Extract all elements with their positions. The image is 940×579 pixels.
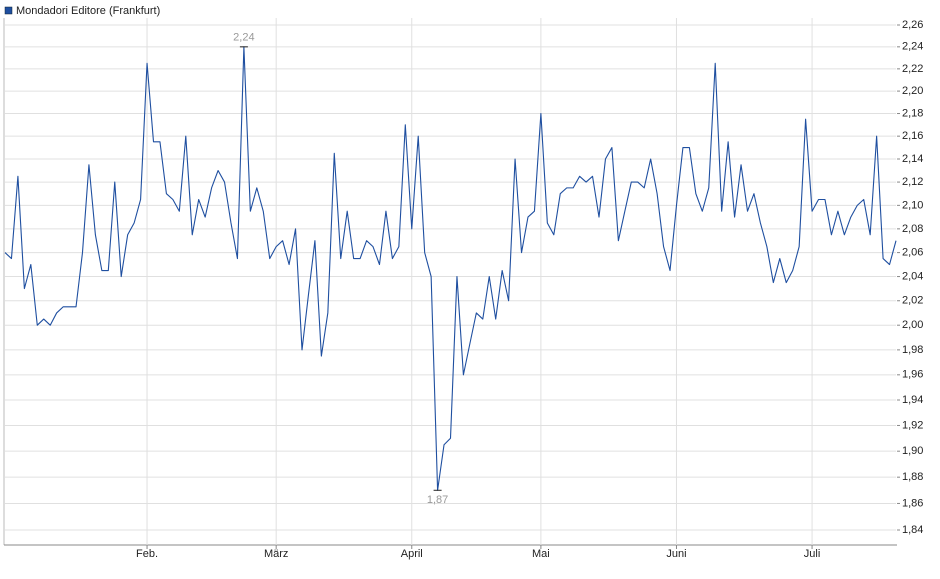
x-tick-label: Juli (804, 548, 821, 560)
series-line (4, 46, 897, 491)
y-tick-label: 1,86 (902, 497, 923, 509)
y-tick-label: 1,96 (902, 369, 923, 381)
y-tick-label: 2,14 (902, 153, 923, 165)
y-tick-label: 1,98 (902, 344, 923, 356)
y-tick-label: 2,10 (902, 199, 923, 211)
y-tick-label: 2,04 (902, 270, 923, 282)
x-tick-label: Mai (532, 548, 550, 560)
y-tick-label: 2,20 (902, 85, 923, 97)
y-tick-label: 2,24 (902, 41, 923, 53)
y-tick-label: 2,18 (902, 107, 923, 119)
y-tick-label: 2,02 (902, 295, 923, 307)
y-tick-label: 2,12 (902, 176, 923, 188)
legend-label: Mondadori Editore (Frankfurt) (16, 5, 160, 17)
y-tick-label: 2,22 (902, 63, 923, 75)
y-tick-label: 2,16 (902, 130, 923, 142)
annotation-label: 2,24 (233, 32, 254, 44)
y-tick-label: 1,88 (902, 471, 923, 483)
x-tick-label: April (401, 548, 423, 560)
y-tick-label: 1,84 (902, 524, 923, 536)
annotation-label: 1,87 (427, 494, 448, 506)
legend-swatch (4, 6, 13, 15)
x-tick-label: Juni (666, 548, 686, 560)
y-tick-label: 2,08 (902, 223, 923, 235)
x-tick-label: Feb. (136, 548, 158, 560)
y-tick-label: 2,26 (902, 19, 923, 31)
x-tick-label: März (264, 548, 288, 560)
y-tick-label: 1,94 (902, 394, 923, 406)
y-tick-label: 2,06 (902, 246, 923, 258)
y-tick-label: 1,92 (902, 419, 923, 431)
y-tick-label: 2,00 (902, 319, 923, 331)
y-tick-label: 1,90 (902, 445, 923, 457)
